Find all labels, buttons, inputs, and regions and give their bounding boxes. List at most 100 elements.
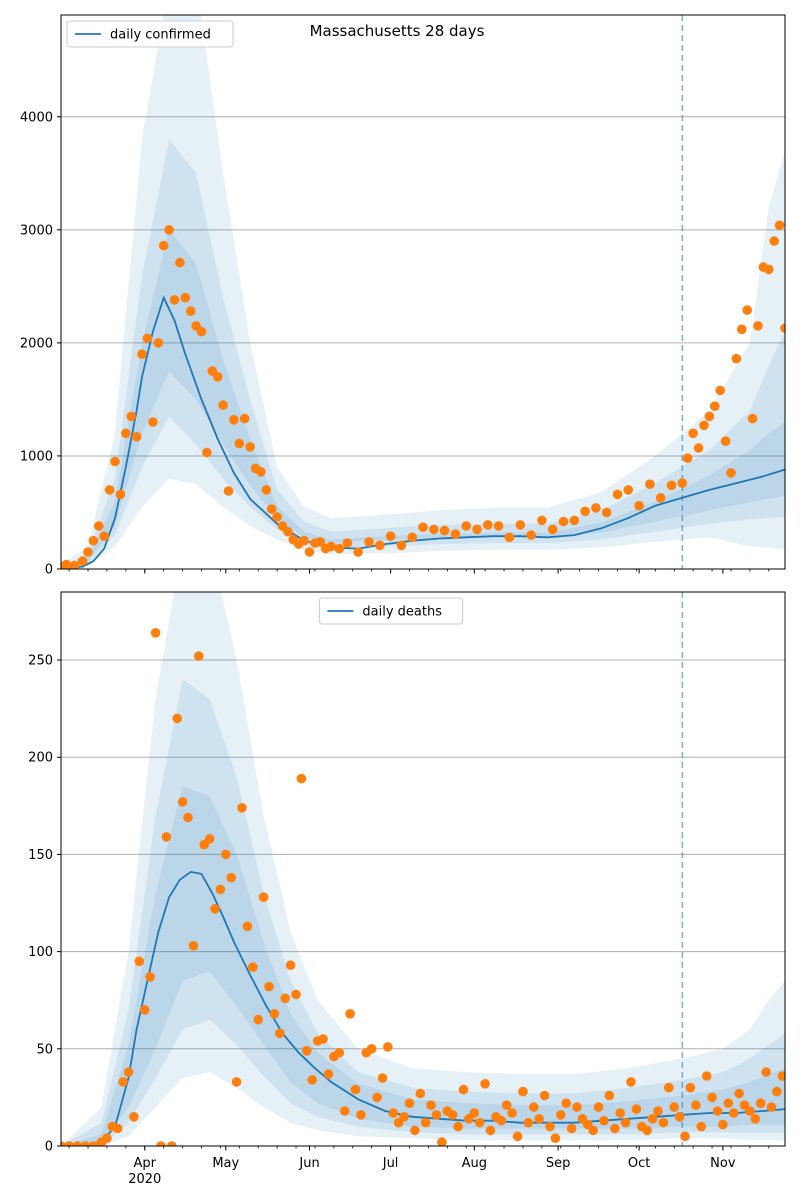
- x-tick-label: May: [212, 1156, 239, 1171]
- observed-point: [326, 541, 336, 552]
- observed-point: [167, 1141, 177, 1146]
- uncertainty-band-1: [61, 592, 785, 1146]
- x-tick-label: Oct: [628, 1156, 650, 1171]
- observed-point: [623, 485, 634, 495]
- observed-point: [153, 338, 164, 348]
- observed-point: [407, 532, 418, 543]
- observed-point: [396, 540, 407, 551]
- observed-point: [302, 1046, 312, 1056]
- observed-point: [712, 1106, 723, 1116]
- observed-point: [110, 456, 120, 467]
- observed-point: [472, 524, 482, 535]
- observed-point: [718, 1119, 728, 1130]
- observed-point: [420, 1117, 431, 1128]
- observed-point: [566, 1123, 577, 1134]
- x-year-label: 2020: [128, 1172, 161, 1187]
- observed-point: [504, 532, 515, 543]
- observed-point: [777, 1071, 785, 1081]
- observed-point: [755, 1098, 766, 1108]
- observed-point: [691, 1100, 701, 1110]
- observed-point: [245, 442, 255, 452]
- observed-point: [129, 1112, 139, 1122]
- observed-point: [512, 1131, 523, 1142]
- observed-point: [569, 515, 580, 526]
- observed-point: [180, 292, 191, 303]
- observed-point: [272, 512, 282, 522]
- legend-box: [66, 20, 234, 48]
- observed-point: [688, 428, 698, 439]
- observed-point: [345, 1009, 355, 1019]
- observed-point: [150, 628, 161, 638]
- observed-point: [285, 960, 296, 970]
- observed-point: [447, 1110, 458, 1120]
- observed-point: [431, 1110, 442, 1120]
- observed-point: [439, 525, 450, 536]
- plot-area-daily-confirmed: [61, 15, 785, 569]
- observed-point: [188, 941, 199, 951]
- observed-point: [261, 485, 272, 495]
- observed-point: [682, 453, 693, 464]
- observed-point: [601, 507, 612, 518]
- observed-point: [334, 1047, 345, 1058]
- observed-point: [175, 257, 185, 268]
- observed-point: [610, 1123, 620, 1134]
- observed-point: [496, 1115, 507, 1126]
- y-tick-label: 200: [28, 751, 53, 766]
- observed-point: [364, 537, 374, 547]
- y-tick-label: 0: [45, 563, 53, 578]
- observed-point: [323, 1069, 334, 1079]
- observed-point: [118, 1077, 128, 1087]
- observed-point: [372, 1092, 382, 1103]
- plot-area-daily-deaths: [61, 592, 785, 1146]
- observed-point: [115, 489, 126, 500]
- observed-point: [161, 832, 172, 842]
- observed-point: [258, 892, 269, 902]
- x-tick-label: Jul: [382, 1156, 399, 1171]
- observed-point: [715, 385, 725, 396]
- observed-point: [229, 415, 239, 425]
- y-tick-label: 150: [28, 848, 53, 863]
- observed-point: [139, 1005, 150, 1015]
- y-tick-label: 100: [28, 945, 53, 960]
- observed-point: [593, 1102, 604, 1112]
- observed-point: [523, 1117, 534, 1128]
- observed-point: [769, 236, 779, 246]
- observed-point: [501, 1100, 512, 1110]
- observed-point: [723, 1098, 734, 1108]
- observed-point: [674, 1112, 685, 1122]
- observed-point: [64, 1141, 74, 1146]
- observed-point: [212, 372, 223, 382]
- x-tick-label: Nov: [710, 1156, 736, 1171]
- observed-point: [461, 521, 472, 531]
- observed-point: [764, 264, 774, 275]
- observed-point: [750, 1114, 761, 1124]
- observed-point: [383, 1042, 393, 1052]
- panel-daily-confirmed: Massachusetts 28 days 0 1000 2000 3000 4000 d…: [20, 14, 786, 578]
- observed-point: [69, 560, 80, 569]
- observed-point: [231, 1077, 242, 1087]
- observed-point: [399, 1112, 409, 1122]
- observed-point: [701, 1071, 712, 1081]
- observed-point: [142, 333, 153, 344]
- observed-point: [194, 651, 204, 661]
- observed-point: [677, 478, 688, 488]
- observed-point: [148, 417, 158, 427]
- observed-point: [429, 524, 439, 535]
- observed-point: [185, 306, 196, 317]
- observed-point: [104, 485, 115, 495]
- y-tick-label: 4000: [20, 110, 53, 125]
- observed-point: [221, 849, 231, 860]
- observed-point: [404, 1098, 415, 1108]
- observed-point: [742, 305, 752, 315]
- observed-point: [264, 981, 274, 992]
- observed-point: [537, 515, 547, 526]
- observed-point: [315, 537, 326, 547]
- observed-point: [296, 773, 307, 784]
- observed-point: [437, 1137, 447, 1146]
- observed-point: [226, 872, 236, 883]
- observed-point: [634, 500, 644, 511]
- observed-point: [266, 504, 277, 514]
- observed-point: [234, 438, 245, 449]
- observed-point: [726, 468, 736, 478]
